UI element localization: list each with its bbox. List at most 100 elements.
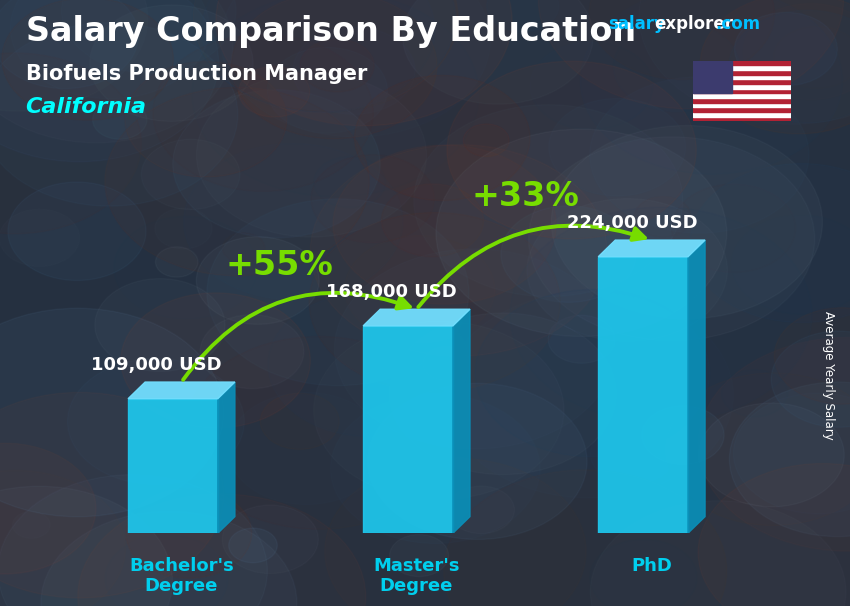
Circle shape [2,0,173,120]
Circle shape [501,206,637,302]
Bar [693,116,791,121]
Text: explorer: explorer [654,15,734,33]
Text: 168,000 USD: 168,000 USD [326,283,456,301]
Polygon shape [363,326,453,533]
Circle shape [0,22,238,206]
Circle shape [41,511,297,606]
Circle shape [642,406,724,464]
Circle shape [192,0,456,112]
Circle shape [173,90,380,238]
Polygon shape [453,309,470,533]
Circle shape [475,290,710,457]
Circle shape [0,443,96,574]
Circle shape [510,207,812,422]
Circle shape [463,124,509,156]
Circle shape [448,486,514,534]
Bar [693,61,732,93]
Circle shape [666,373,850,525]
Circle shape [10,0,209,99]
Text: California: California [26,97,146,117]
Text: +55%: +55% [226,250,334,282]
Bar [693,75,791,79]
Circle shape [268,293,469,436]
Circle shape [93,101,147,139]
Polygon shape [218,382,235,533]
Text: Biofuels Production Manager: Biofuels Production Manager [26,64,367,84]
Circle shape [239,66,309,117]
Circle shape [0,393,224,598]
Circle shape [354,75,530,201]
Circle shape [774,308,850,404]
Bar [693,107,791,112]
Bar [693,84,791,88]
Circle shape [196,237,320,324]
Circle shape [0,0,139,88]
Bar [693,61,791,65]
Circle shape [196,73,427,237]
Circle shape [700,0,850,134]
Circle shape [105,87,369,276]
Circle shape [436,129,727,336]
Circle shape [581,0,842,174]
Bar [693,93,791,98]
Circle shape [0,53,141,234]
Polygon shape [128,382,235,399]
Circle shape [590,77,809,233]
Circle shape [734,12,837,85]
Polygon shape [128,399,218,533]
Circle shape [67,359,244,485]
Circle shape [422,347,469,381]
Circle shape [126,488,252,578]
Circle shape [403,0,593,104]
Circle shape [729,10,850,123]
Circle shape [548,315,615,363]
Circle shape [729,382,850,536]
Text: Salary Comparison By Education: Salary Comparison By Education [26,15,636,48]
FancyArrowPatch shape [418,225,645,307]
Circle shape [698,338,850,551]
Bar [693,112,791,116]
Circle shape [260,393,339,450]
Circle shape [368,384,587,539]
Bar [693,65,791,70]
Circle shape [0,474,268,606]
Circle shape [231,0,437,139]
Circle shape [90,5,253,121]
Bar [693,102,791,107]
Circle shape [0,0,233,143]
Circle shape [105,535,228,606]
Circle shape [125,62,286,177]
Circle shape [333,145,556,304]
Circle shape [61,0,236,73]
FancyArrowPatch shape [183,293,410,380]
Circle shape [8,182,146,281]
Circle shape [184,144,403,300]
Circle shape [300,39,374,92]
Text: PhD: PhD [632,556,672,574]
Polygon shape [598,240,705,257]
Circle shape [389,534,449,576]
Text: Master's
Degree: Master's Degree [373,556,460,596]
Circle shape [589,0,774,79]
Circle shape [310,145,607,356]
Circle shape [216,0,512,126]
Text: Bachelor's
Degree: Bachelor's Degree [129,556,234,596]
Polygon shape [363,309,470,326]
Polygon shape [598,257,688,533]
Circle shape [690,164,850,322]
Circle shape [444,470,727,606]
Circle shape [382,184,484,257]
Circle shape [538,0,843,109]
Circle shape [0,0,218,162]
Circle shape [698,464,850,606]
Circle shape [184,336,454,529]
Circle shape [552,125,823,319]
Circle shape [0,308,224,517]
Circle shape [771,331,850,427]
Circle shape [529,137,814,341]
Circle shape [734,393,850,514]
Circle shape [193,0,458,112]
Polygon shape [688,240,705,533]
Text: 224,000 USD: 224,000 USD [567,214,698,231]
Circle shape [229,528,277,563]
